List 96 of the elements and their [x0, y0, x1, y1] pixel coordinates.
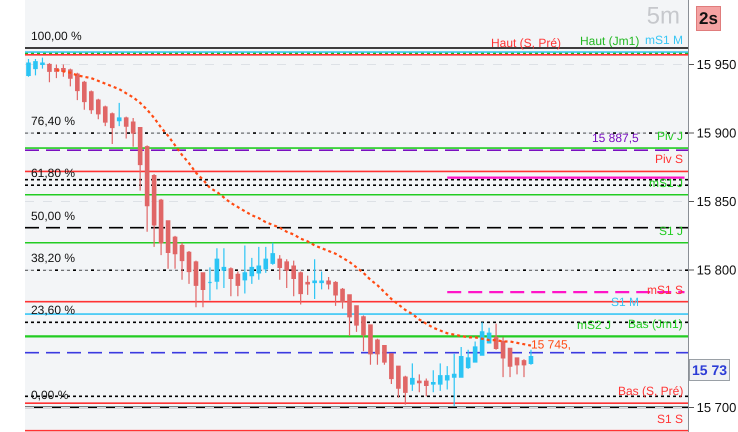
candlestick: [319, 270, 324, 290]
candlestick: [291, 260, 296, 297]
candlestick: [396, 366, 401, 398]
candlestick: [403, 375, 408, 406]
candlestick: [424, 378, 429, 397]
candlestick: [375, 338, 380, 366]
annotation: 23,60 %: [31, 303, 76, 317]
candlestick: [40, 57, 45, 70]
candlestick: [458, 346, 464, 378]
ref-line-label: Bas (Jm1): [628, 317, 683, 331]
candlestick: [102, 105, 108, 127]
candlestick: [47, 62, 52, 83]
candlestick: [480, 322, 484, 356]
candlestick: [124, 116, 128, 140]
candlestick: [466, 349, 470, 370]
y-tick-label: 15 900: [696, 126, 736, 141]
candlestick: [256, 246, 262, 280]
candlestick: [82, 80, 87, 110]
candlestick: [180, 242, 184, 280]
candlestick: [444, 366, 450, 390]
ref-line-label: mS1 M: [645, 33, 684, 47]
candlestick: [88, 90, 94, 114]
candlestick: [500, 336, 506, 378]
candlestick: [326, 276, 331, 290]
candlestick: [305, 275, 310, 296]
candlestick: [430, 370, 436, 393]
candlestick: [263, 246, 268, 274]
candlestick: [361, 314, 366, 352]
ref-line-label: 15 887,5: [592, 131, 640, 145]
candlestick: [514, 357, 520, 375]
candlestick: [354, 305, 359, 332]
data-label: 15 745,: [530, 338, 572, 352]
ref-line-label: mS2 J: [577, 318, 612, 332]
candlestick: [333, 280, 338, 306]
annotation: 50,00 %: [31, 209, 76, 223]
candlestick: [96, 98, 101, 120]
candlestick: [172, 235, 178, 270]
candlestick: [152, 174, 156, 248]
candlestick: [138, 126, 142, 192]
candlestick: [166, 220, 170, 270]
annotation: 0,00 %: [31, 388, 69, 402]
candlestick: [250, 257, 254, 284]
candlestick: [75, 72, 80, 101]
candlestick: [26, 58, 31, 78]
candlestick: [222, 248, 226, 289]
candlestick: [158, 198, 164, 256]
candlestick: [522, 358, 526, 378]
candlestick: [486, 327, 492, 344]
candlestick: [382, 345, 387, 366]
ref-line-label: Piv J: [657, 129, 684, 143]
candlestick: [33, 58, 38, 76]
y-tick-label: 15 950: [696, 57, 736, 72]
candlestick: [528, 349, 534, 366]
annotation: 38,20 %: [31, 251, 76, 265]
text: 2s: [699, 9, 718, 28]
candlestick: [410, 362, 415, 392]
candlestick: [236, 270, 240, 297]
candlestick: [452, 353, 457, 407]
candlestick: [186, 250, 192, 284]
candlestick: [194, 260, 198, 308]
candlestick: [347, 294, 352, 337]
candlestick: [130, 117, 136, 148]
annotation: 76,40 %: [31, 114, 76, 128]
candlestick: [494, 323, 498, 350]
y-tick-label: 15 800: [696, 262, 736, 278]
candlestick: [312, 258, 317, 300]
candlestick: [242, 244, 248, 294]
candlestick: [110, 112, 115, 145]
ref-line-label: Haut (S, Pré): [491, 36, 562, 50]
candlestick: [340, 287, 345, 310]
ref-line-label: mS1 J: [649, 176, 684, 190]
candlestick: [368, 324, 373, 366]
candlestick: [298, 270, 303, 306]
candlestick: [214, 248, 220, 290]
candlestick: [417, 374, 422, 393]
candlestick: [144, 144, 150, 232]
ref-line-label: Bas (S, Pré): [618, 384, 684, 398]
candlestick: [208, 266, 212, 301]
candlestick: [438, 362, 443, 392]
candlestick: [389, 353, 394, 385]
y-tick-label: 15 850: [696, 194, 736, 210]
candlestick: [228, 266, 234, 297]
candlestick: [116, 102, 122, 127]
ref-line-label: S1 J: [659, 224, 684, 238]
ref-line-label: S1 S: [657, 412, 684, 426]
candlestick: [200, 272, 206, 308]
annotation: 100,00 %: [31, 29, 82, 43]
ref-line-label: Haut (Jm1): [580, 34, 640, 48]
candlestick: [277, 254, 282, 280]
text: 15 73: [692, 362, 728, 378]
candlestick: [284, 258, 290, 289]
ref-line-label: Piv S: [655, 152, 684, 166]
candlestick: [472, 340, 478, 363]
candlestick: [508, 348, 512, 378]
candlestick: [270, 242, 276, 266]
y-tick-label: 15 700: [696, 400, 736, 415]
